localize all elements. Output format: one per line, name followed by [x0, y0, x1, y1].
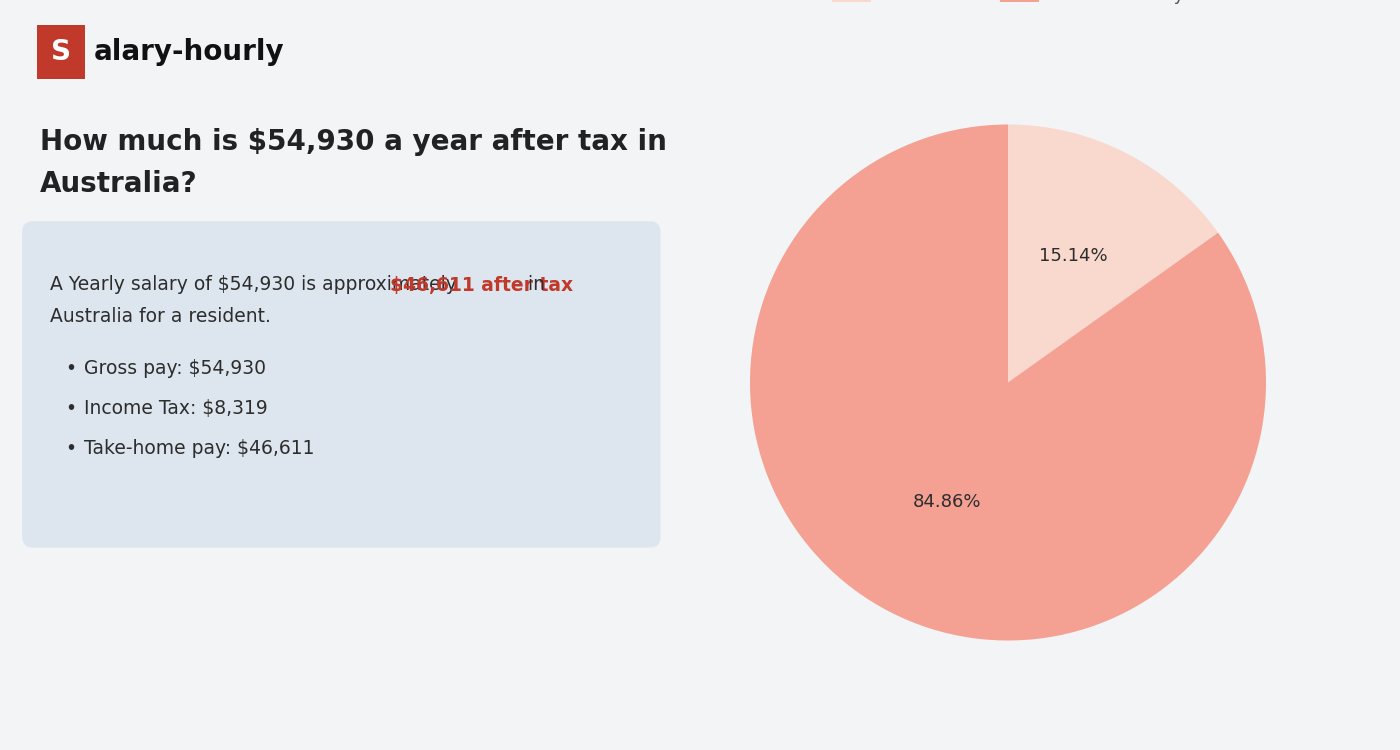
Text: in: in	[522, 275, 545, 295]
Text: 15.14%: 15.14%	[1039, 248, 1107, 266]
Text: S: S	[52, 38, 71, 66]
Text: •: •	[64, 399, 76, 418]
Text: Australia for a resident.: Australia for a resident.	[50, 307, 272, 326]
Text: •: •	[64, 439, 76, 458]
Wedge shape	[1008, 124, 1218, 382]
Text: Income Tax: $8,319: Income Tax: $8,319	[84, 399, 267, 418]
Text: Gross pay: $54,930: Gross pay: $54,930	[84, 359, 266, 379]
Text: A Yearly salary of $54,930 is approximately: A Yearly salary of $54,930 is approximat…	[50, 275, 463, 295]
FancyBboxPatch shape	[36, 25, 85, 79]
Text: •: •	[64, 359, 76, 379]
Text: Australia?: Australia?	[41, 170, 197, 198]
Text: alary-hourly: alary-hourly	[94, 38, 284, 66]
Text: How much is $54,930 a year after tax in: How much is $54,930 a year after tax in	[41, 128, 668, 157]
Text: $46,611 after tax: $46,611 after tax	[391, 275, 574, 295]
Text: Take-home pay: $46,611: Take-home pay: $46,611	[84, 439, 315, 458]
Wedge shape	[750, 124, 1266, 640]
Legend: Income Tax, Take-home Pay: Income Tax, Take-home Pay	[826, 0, 1190, 10]
FancyBboxPatch shape	[22, 221, 661, 548]
Text: 84.86%: 84.86%	[913, 493, 981, 511]
